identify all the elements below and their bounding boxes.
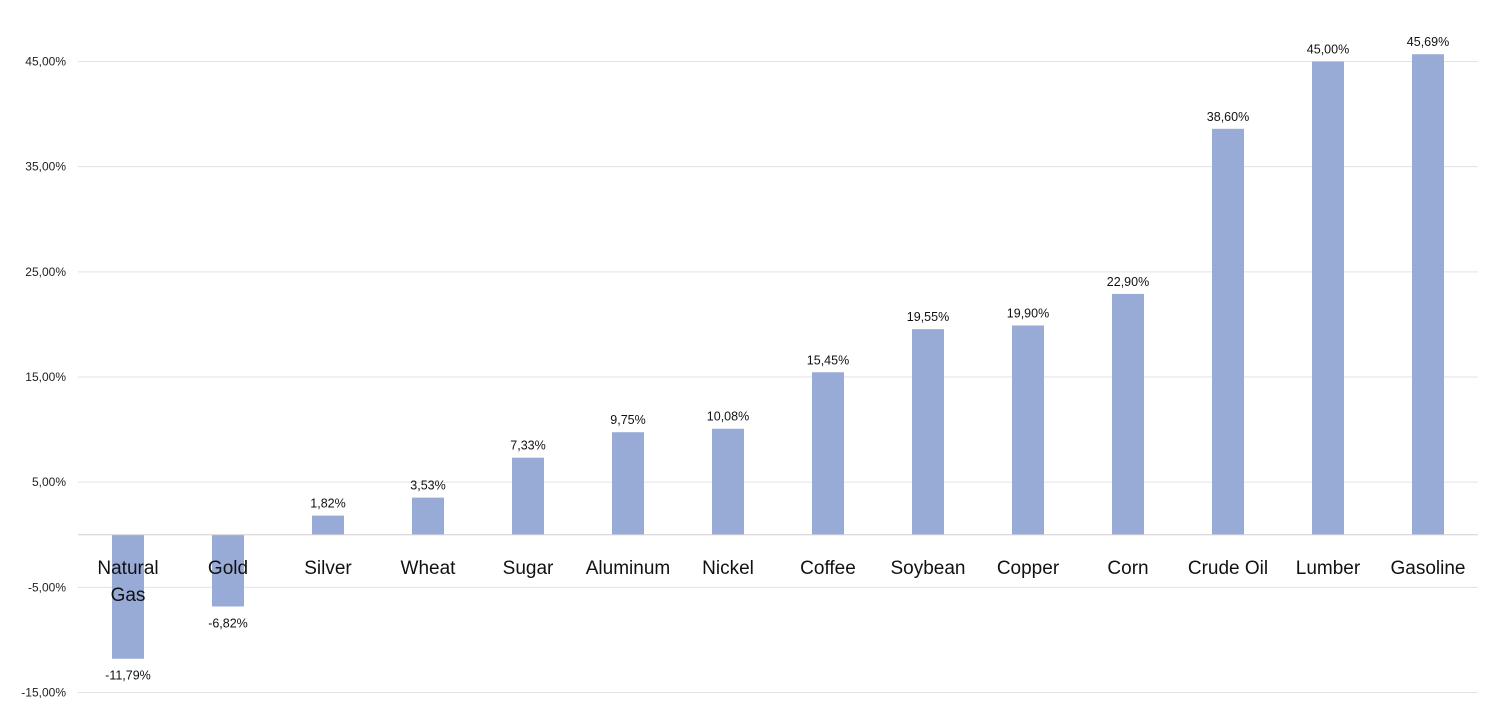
data-label: 3,53% [410, 479, 445, 493]
category-label: Soybean [890, 558, 965, 579]
y-tick-label: -5,00% [28, 580, 66, 594]
data-label: 7,33% [510, 439, 545, 453]
bar [712, 428, 744, 535]
data-labels: -11,79% -6,82% 1,82% 3,53% 7,33% 9,75% 10,08% 1… [105, 35, 1449, 682]
y-tick-label: 15,00% [25, 370, 66, 384]
bar [512, 457, 544, 535]
data-label: 19,90% [1007, 306, 1049, 320]
category-label: Nickel [702, 558, 754, 579]
data-label: -6,82% [208, 616, 248, 630]
bar [812, 372, 844, 535]
category-label: Gasoline [1391, 558, 1466, 579]
bar [112, 534, 144, 659]
bar [1312, 61, 1344, 535]
bar [312, 515, 344, 535]
category-label: Wheat [401, 558, 457, 579]
bar [912, 329, 944, 535]
category-label: Gold [208, 558, 248, 579]
bars [112, 54, 1444, 659]
bar [212, 534, 244, 607]
data-label: 38,60% [1207, 110, 1249, 124]
data-label: 10,08% [707, 410, 749, 424]
y-tick-label: 45,00% [25, 55, 66, 69]
gridlines [78, 61, 1478, 693]
category-label: Lumber [1296, 558, 1361, 579]
y-tick-label: 25,00% [25, 265, 66, 279]
bar [1012, 325, 1044, 535]
data-label: 19,55% [907, 310, 949, 324]
category-label: Aluminum [586, 558, 670, 579]
y-axis-ticks: -15,00% -5,00% 5,00% 15,00% 25,00% 35,00% 45,0… [21, 55, 66, 700]
data-label: 45,00% [1307, 43, 1349, 57]
category-label: Corn [1107, 558, 1148, 579]
bar [1212, 128, 1244, 535]
data-label: 1,82% [310, 497, 345, 511]
y-tick-label: 5,00% [32, 475, 66, 489]
bar [1112, 293, 1144, 535]
data-label: 22,90% [1107, 275, 1149, 289]
data-label: 45,69% [1407, 35, 1449, 49]
data-label: -11,79% [105, 669, 151, 683]
category-label: Coffee [800, 558, 856, 579]
category-label: Sugar [503, 558, 554, 579]
y-tick-label: -15,00% [21, 686, 66, 700]
data-label: 15,45% [807, 353, 849, 367]
category-label: Copper [997, 558, 1060, 579]
category-label: Natural Gas [97, 558, 158, 606]
category-label: Crude Oil [1188, 558, 1268, 579]
category-label: Silver [304, 558, 352, 579]
bar [412, 497, 444, 535]
bar [612, 432, 644, 535]
data-label: 9,75% [610, 413, 645, 427]
category-labels: Natural Gas Gold Silver Wheat Sugar Aluminum Ni… [97, 558, 1465, 606]
y-tick-label: 35,00% [25, 160, 66, 174]
bar [1412, 54, 1444, 535]
